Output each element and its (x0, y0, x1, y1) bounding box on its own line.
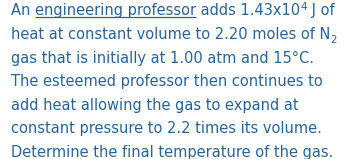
Text: gas that is initially at 1.00 atm and 15°C.: gas that is initially at 1.00 atm and 15… (11, 51, 314, 66)
Text: The esteemed professor then continues to: The esteemed professor then continues to (11, 74, 323, 89)
Text: heat at constant volume to 2.20 moles of N: heat at constant volume to 2.20 moles of… (11, 27, 331, 42)
Text: adds 1.43x10: adds 1.43x10 (196, 3, 300, 18)
Text: J of: J of (307, 3, 334, 18)
Text: engineering professor: engineering professor (35, 3, 196, 18)
Text: An: An (11, 3, 35, 18)
Text: 4: 4 (300, 2, 307, 12)
Text: Determine the final temperature of the gas.: Determine the final temperature of the g… (11, 145, 333, 159)
Text: add heat allowing the gas to expand at: add heat allowing the gas to expand at (11, 98, 299, 113)
Text: constant pressure to 2.2 times its volume.: constant pressure to 2.2 times its volum… (11, 121, 322, 136)
Text: 2: 2 (331, 35, 337, 45)
